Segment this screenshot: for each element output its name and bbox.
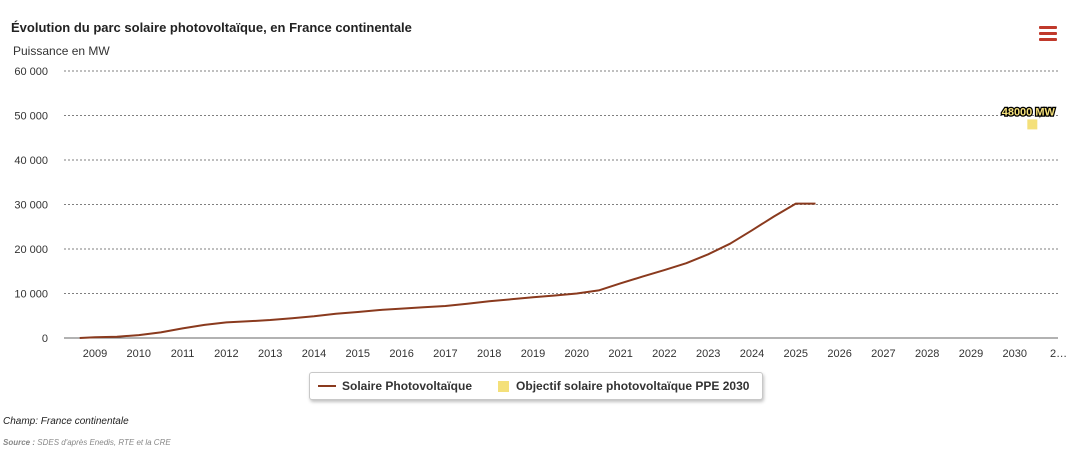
- x-tick-label: 2011: [171, 348, 195, 360]
- legend-square-swatch: [498, 380, 510, 392]
- legend: Solaire Photovoltaïque Objectif solaire …: [309, 372, 763, 400]
- y-tick-label: 10 000: [14, 289, 48, 301]
- x-tick-label: 2030: [1003, 348, 1027, 360]
- x-tick-label: 2022: [652, 348, 676, 360]
- x-tick-label: 2025: [784, 348, 808, 360]
- y-axis-label: Puissance en MW: [13, 44, 110, 58]
- x-tick-label: 2021: [608, 348, 632, 360]
- x-tick-label: 2023: [696, 348, 720, 360]
- source-note: Source : SDES d'après Enedis, RTE et la …: [3, 438, 171, 447]
- y-tick-label: 40 000: [14, 155, 48, 167]
- x-tick-label: 2020: [565, 348, 589, 360]
- y-tick-label: 50 000: [14, 111, 48, 123]
- x-tick-label: 2029: [959, 348, 983, 360]
- source-label: Source :: [3, 438, 36, 447]
- y-tick-label: 20 000: [14, 244, 48, 256]
- x-tick-label: 2027: [871, 348, 895, 360]
- x-tick-label: 2012: [214, 348, 238, 360]
- legend-label-objectif: Objectif solaire photovoltaïque PPE 2030: [516, 379, 750, 393]
- target-data-label: 48000 MW: [1002, 106, 1056, 118]
- x-tick-label: 2016: [389, 348, 413, 360]
- footnote: Champ: France continentale: [3, 416, 129, 427]
- legend-item-objectif[interactable]: Objectif solaire photovoltaïque PPE 2030: [498, 379, 749, 393]
- x-tick-label: 2019: [521, 348, 545, 360]
- y-tick-label: 0: [42, 333, 48, 345]
- x-tick-label: 2017: [433, 348, 457, 360]
- hamburger-menu-icon[interactable]: [1039, 26, 1057, 42]
- x-tick-label: 2010: [127, 348, 151, 360]
- x-tick-label: 2…: [1050, 348, 1067, 360]
- x-tick-label: 2024: [740, 348, 764, 360]
- legend-line-swatch: [318, 385, 336, 387]
- x-tick-label: 2028: [915, 348, 939, 360]
- y-tick-label: 30 000: [14, 200, 48, 212]
- source-text: SDES d'après Enedis, RTE et la CRE: [35, 438, 171, 447]
- x-tick-label: 2015: [346, 348, 370, 360]
- x-tick-label: 2009: [83, 348, 107, 360]
- target-point-marker: [1027, 119, 1038, 130]
- x-tick-label: 2013: [258, 348, 282, 360]
- x-tick-label: 2018: [477, 348, 501, 360]
- y-tick-label: 60 000: [14, 66, 48, 78]
- legend-item-solaire[interactable]: Solaire Photovoltaïque: [318, 379, 472, 393]
- x-tick-label: 2014: [302, 348, 326, 360]
- series-line-solaire: [79, 202, 816, 339]
- chart-title: Évolution du parc solaire photovoltaïque…: [11, 20, 412, 35]
- legend-label-solaire: Solaire Photovoltaïque: [342, 379, 473, 393]
- x-tick-label: 2026: [827, 348, 851, 360]
